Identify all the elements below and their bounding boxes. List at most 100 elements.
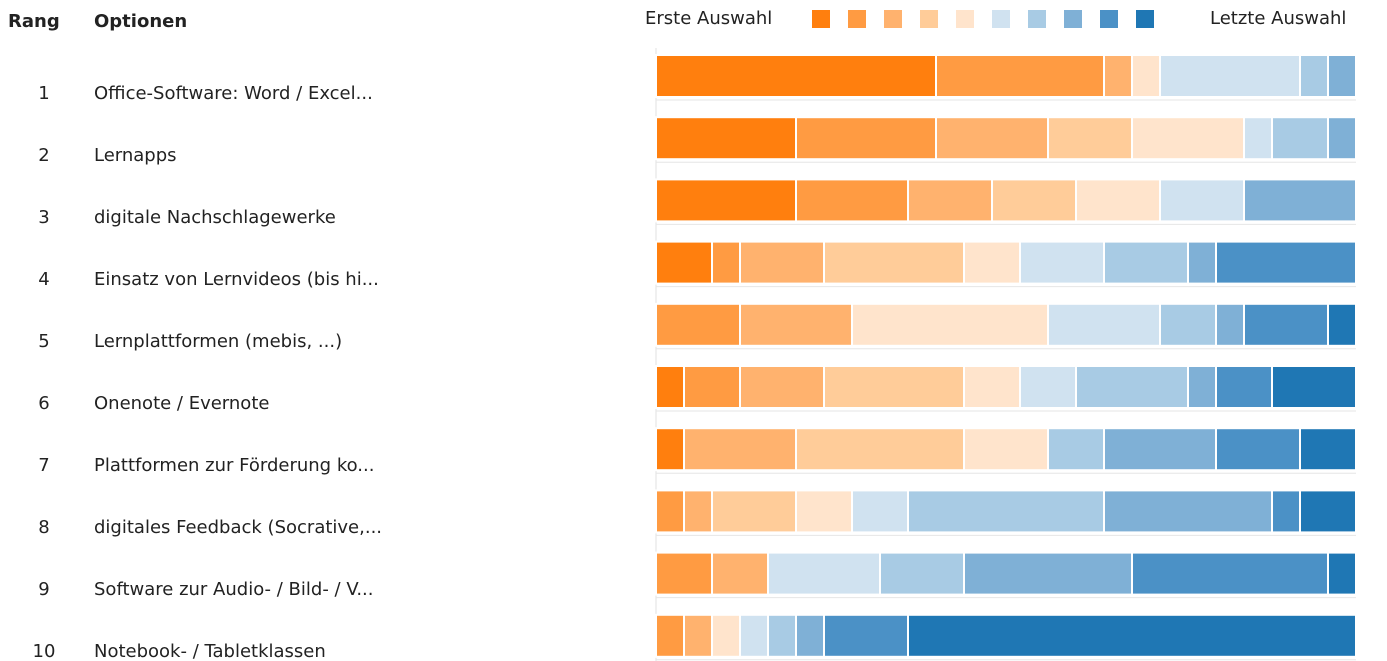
legend-swatch: [812, 10, 830, 28]
bar-segment: [1131, 54, 1161, 98]
bar-segment: [655, 613, 685, 658]
rank-label: 3: [38, 207, 49, 228]
bar-segment: [907, 489, 1105, 534]
bar-segment: [683, 613, 713, 658]
legend-swatch: [1136, 10, 1154, 28]
option-label: digitale Nachschlagewerke: [94, 207, 336, 228]
bar-segment: [655, 240, 713, 285]
legend-swatch: [956, 10, 974, 28]
bar-segment: [851, 489, 909, 534]
bar-segment: [1271, 489, 1301, 534]
bar-segment: [1019, 365, 1077, 409]
option-label: Einsatz von Lernvideos (bis hi...: [94, 269, 379, 290]
bar-segment: [795, 427, 965, 472]
bar-segment: [739, 613, 769, 658]
bar-segment: [1215, 240, 1357, 285]
bar-segment: [1327, 551, 1357, 596]
bar-segment: [1299, 427, 1357, 472]
bar-segment: [1075, 365, 1189, 409]
bar-segment: [1215, 365, 1273, 409]
bar-segment: [1243, 302, 1329, 347]
legend-swatch: [1064, 10, 1082, 28]
bar-segment: [823, 365, 965, 409]
legend-swatch: [884, 10, 902, 28]
option-label: Onenote / Evernote: [94, 393, 269, 414]
rank-label: 4: [38, 269, 49, 290]
rank-label: 1: [38, 83, 49, 104]
legend-swatch: [1100, 10, 1118, 28]
bar-segment: [739, 365, 825, 409]
options-header: Optionen: [94, 11, 187, 32]
rank-label: 7: [38, 455, 49, 476]
bar-segment: [1131, 551, 1329, 596]
bar-segment: [1243, 178, 1357, 223]
rank-label: 5: [38, 331, 49, 352]
bar-segment: [1131, 116, 1245, 161]
bar-segment: [1299, 54, 1329, 98]
bar-segment: [907, 178, 993, 223]
bar-segment: [1327, 302, 1357, 347]
bar-segment: [655, 365, 685, 409]
bar-segment: [767, 613, 797, 658]
bar-segment: [711, 489, 797, 534]
rank-label: 9: [38, 579, 49, 600]
bar-segment: [1103, 489, 1273, 534]
bar-segment: [963, 427, 1049, 472]
legend-swatch: [920, 10, 938, 28]
bar-segment: [655, 489, 685, 534]
bar-segment: [655, 116, 797, 161]
bar-segment: [655, 427, 685, 472]
option-label: Notebook- / Tabletklassen: [94, 641, 326, 661]
bar-segment: [1187, 365, 1217, 409]
bar-segment: [823, 613, 909, 658]
bar-segment: [655, 551, 713, 596]
bar-segment: [963, 240, 1021, 285]
bar-segment: [823, 240, 965, 285]
bar-segment: [935, 116, 1049, 161]
bar-segment: [991, 178, 1077, 223]
bar-segment: [739, 302, 853, 347]
option-label: Lernplattformen (mebis, ...): [94, 331, 342, 352]
bar-segment: [1075, 178, 1161, 223]
option-label: Office-Software: Word / Excel...: [94, 83, 373, 104]
option-label: digitales Feedback (Socrative,...: [94, 517, 382, 538]
bar-segment: [907, 613, 1357, 658]
bar-segment: [711, 551, 769, 596]
bar-segment: [795, 178, 909, 223]
bar-segment: [711, 240, 741, 285]
bar-segment: [739, 240, 825, 285]
bar-segment: [1215, 427, 1301, 472]
bar-segment: [1271, 365, 1357, 409]
rank-label: 6: [38, 393, 49, 414]
bar-segment: [1047, 427, 1105, 472]
bar-segment: [1271, 116, 1329, 161]
bar-segment: [1159, 178, 1245, 223]
bar-segment: [1159, 54, 1301, 98]
bar-segment: [683, 427, 797, 472]
bar-segment: [683, 489, 713, 534]
bar-segment: [795, 613, 825, 658]
bar-segment: [1243, 116, 1273, 161]
legend-swatch: [992, 10, 1010, 28]
legend-end: Letzte Auswahl: [1210, 8, 1346, 29]
bar-segment: [1047, 302, 1161, 347]
bar-segment: [963, 551, 1133, 596]
bar-segment: [879, 551, 965, 596]
option-label: Lernapps: [94, 145, 177, 166]
bar-segment: [1299, 489, 1357, 534]
bar-segment: [711, 613, 741, 658]
rank-label: 10: [33, 641, 56, 661]
rank-header: Rang: [8, 11, 60, 32]
bar-segment: [1159, 302, 1217, 347]
option-label: Software zur Audio- / Bild- / V...: [94, 579, 373, 600]
bar-segment: [1103, 240, 1189, 285]
bar-segment: [1215, 302, 1245, 347]
legend-start: Erste Auswahl: [645, 8, 772, 29]
bar-segment: [1327, 54, 1357, 98]
bar-segment: [1019, 240, 1105, 285]
bar-segment: [795, 489, 853, 534]
bar-segment: [1047, 116, 1133, 161]
bar-segment: [655, 178, 797, 223]
bar-segment: [767, 551, 881, 596]
legend-swatch: [1028, 10, 1046, 28]
